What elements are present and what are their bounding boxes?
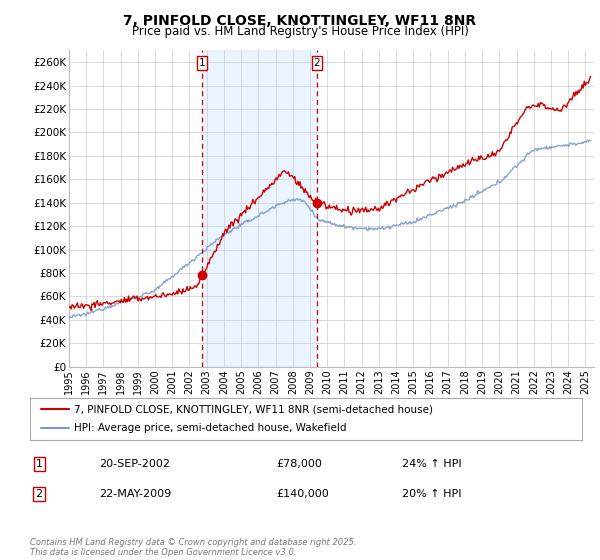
Text: 2: 2: [35, 489, 43, 499]
Text: 7, PINFOLD CLOSE, KNOTTINGLEY, WF11 8NR: 7, PINFOLD CLOSE, KNOTTINGLEY, WF11 8NR: [124, 14, 476, 28]
Text: £140,000: £140,000: [276, 489, 329, 499]
Text: HPI: Average price, semi-detached house, Wakefield: HPI: Average price, semi-detached house,…: [74, 423, 347, 433]
Text: 1: 1: [199, 58, 205, 68]
Text: 1: 1: [35, 459, 43, 469]
Text: Price paid vs. HM Land Registry's House Price Index (HPI): Price paid vs. HM Land Registry's House …: [131, 25, 469, 38]
Text: 24% ↑ HPI: 24% ↑ HPI: [402, 459, 461, 469]
Text: Contains HM Land Registry data © Crown copyright and database right 2025.
This d: Contains HM Land Registry data © Crown c…: [30, 538, 356, 557]
Text: 7, PINFOLD CLOSE, KNOTTINGLEY, WF11 8NR (semi-detached house): 7, PINFOLD CLOSE, KNOTTINGLEY, WF11 8NR …: [74, 404, 433, 414]
Text: 22-MAY-2009: 22-MAY-2009: [99, 489, 171, 499]
Text: 20-SEP-2002: 20-SEP-2002: [99, 459, 170, 469]
Text: £78,000: £78,000: [276, 459, 322, 469]
Text: 2: 2: [313, 58, 320, 68]
Bar: [202, 50, 317, 367]
Text: 20% ↑ HPI: 20% ↑ HPI: [402, 489, 461, 499]
